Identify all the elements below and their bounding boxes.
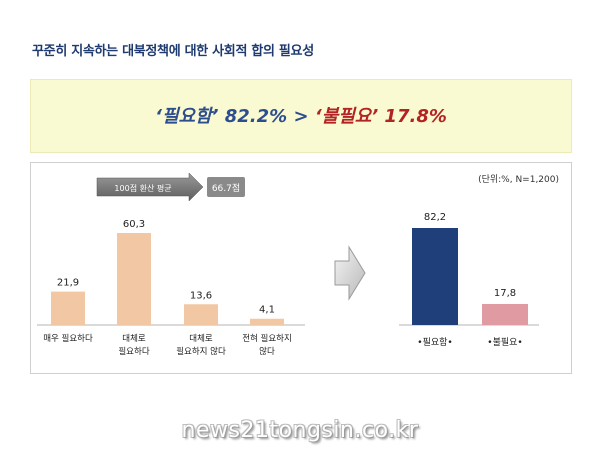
right-chart: 82,2 •필요함• 17,8 •불필요•: [412, 212, 528, 348]
right-category-label-1: •필요함•: [417, 336, 452, 348]
right-category-label-2: •불필요•: [487, 336, 522, 348]
right-value-label-2: 17,8: [494, 288, 516, 299]
left-category-label-2-2: 필요하다: [118, 346, 149, 357]
left-category-label-3-1: 대체로: [189, 333, 213, 344]
transition-arrow: [334, 245, 366, 301]
headline: ‘필요함’ 82.2% > ‘불필요’ 17.8%: [31, 102, 571, 128]
headline-need: ‘필요함’ 82.2%: [155, 106, 288, 127]
left-bar-4: [250, 318, 284, 325]
left-category-label-3-2: 필요하지 않다: [176, 346, 226, 357]
right-bar-1: [412, 228, 458, 325]
unit-note: (단위:%, N=1,200): [478, 175, 559, 185]
left-value-label-2: 60,3: [123, 219, 145, 230]
average-label: 100점 환산 평균: [114, 183, 171, 193]
headline-banner: ‘필요함’ 82.2% > ‘불필요’ 17.8%: [30, 79, 572, 153]
left-category-label-4-2: 않다: [259, 347, 275, 357]
left-category-label-1-1: 매우 필요하다: [43, 333, 93, 344]
left-value-label-4: 4,1: [259, 305, 275, 316]
average-value-box: [207, 177, 245, 197]
left-bar-2: [117, 233, 151, 325]
left-value-label-3: 13,6: [190, 290, 212, 301]
average-value: 66.7점: [212, 182, 240, 194]
watermark: news21tongsin.co.kr: [181, 418, 419, 443]
left-bar-1: [51, 291, 85, 325]
chart-panel: (단위:%, N=1,200) 100점 환산 평균 66.7점 21,9 매우 …: [30, 162, 572, 374]
headline-noneed: ‘불필요’ 17.8%: [314, 106, 447, 127]
average-arrow: [96, 172, 204, 202]
right-value-label-1: 82,2: [424, 212, 446, 223]
headline-separator: >: [287, 106, 315, 127]
left-bar-3: [184, 304, 218, 325]
right-bar-2: [482, 303, 528, 325]
page-title: 꾸준히 지속하는 대북정책에 대한 사회적 합의 필요성: [32, 44, 314, 59]
left-category-label-4-1: 전혀 필요하지: [242, 333, 292, 344]
left-value-label-1: 21,9: [57, 278, 79, 289]
left-category-label-2-1: 대체로: [122, 333, 146, 344]
